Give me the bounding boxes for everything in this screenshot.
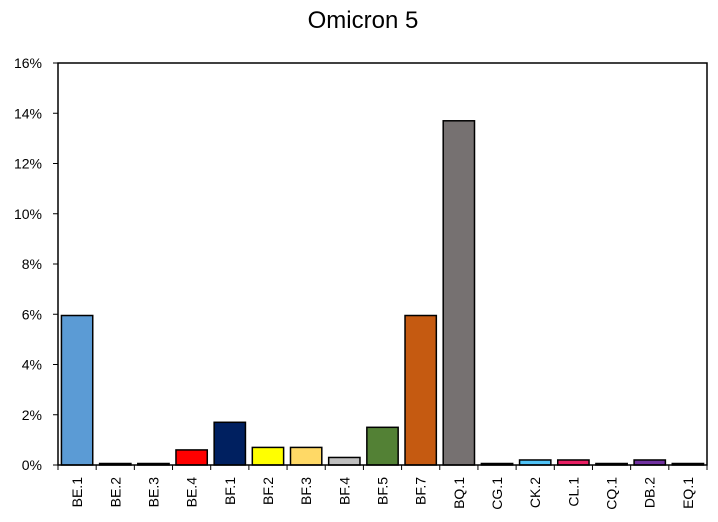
y-tick-label: 6% <box>22 306 42 322</box>
x-axis-ticks: BE.1 BE.2 BE.3 BE.4 BF.1 BF.2 BF.3 BF.4 BF.5 BF.7… <box>57 465 708 510</box>
y-axis-ticks: 0% 2% 4% 6% 8% 10% 12% 14% 16% <box>14 55 58 473</box>
y-tick-label: 8% <box>22 256 42 272</box>
x-tick-label: EQ.1 <box>680 477 696 509</box>
x-tick-label: CG.1 <box>489 477 505 510</box>
x-tick-label: BE.1 <box>69 477 85 508</box>
bar-bf-7 <box>404 314 438 466</box>
x-tick-label: CK.2 <box>527 477 543 508</box>
x-tick-label: BE.4 <box>184 477 200 508</box>
x-tick-label: BF.2 <box>260 477 276 505</box>
bar-bf-1 <box>213 421 247 466</box>
bar-be-1 <box>60 314 94 466</box>
y-tick-label: 10% <box>14 206 42 222</box>
y-tick-label: 16% <box>14 55 42 71</box>
bar-bf-4 <box>327 456 361 466</box>
y-tick-label: 0% <box>22 457 42 473</box>
chart-title: Omicron 5 <box>308 7 419 34</box>
y-tick-label: 12% <box>14 156 42 172</box>
x-tick-label: BQ.1 <box>451 477 467 509</box>
bars <box>60 120 705 466</box>
y-tick-label: 14% <box>14 105 42 121</box>
x-tick-label: DB.2 <box>642 477 658 508</box>
bar-bf-2 <box>251 446 285 466</box>
x-tick-label: CL.1 <box>565 477 581 507</box>
x-tick-label: BF.1 <box>222 477 238 505</box>
bar-bf-5 <box>366 426 399 466</box>
x-tick-label: BE.3 <box>145 477 161 508</box>
x-tick-label: BF.7 <box>413 477 429 505</box>
x-tick-label: BF.3 <box>298 477 314 505</box>
plot-area-frame <box>57 62 708 466</box>
bar-bf-3 <box>289 446 323 466</box>
y-tick-label: 2% <box>22 407 42 423</box>
bar-cl-1 <box>556 459 590 466</box>
x-tick-label: BF.5 <box>375 477 391 505</box>
x-tick-label: BE.2 <box>107 477 123 508</box>
bar-ck-2 <box>518 459 552 466</box>
y-tick-label: 4% <box>22 357 42 373</box>
x-tick-label: CQ.1 <box>604 477 620 510</box>
x-tick-label: BF.4 <box>336 477 352 505</box>
bar-db-2 <box>633 459 667 466</box>
bar-bq-1 <box>442 120 476 466</box>
bar-be-4 <box>175 449 209 466</box>
